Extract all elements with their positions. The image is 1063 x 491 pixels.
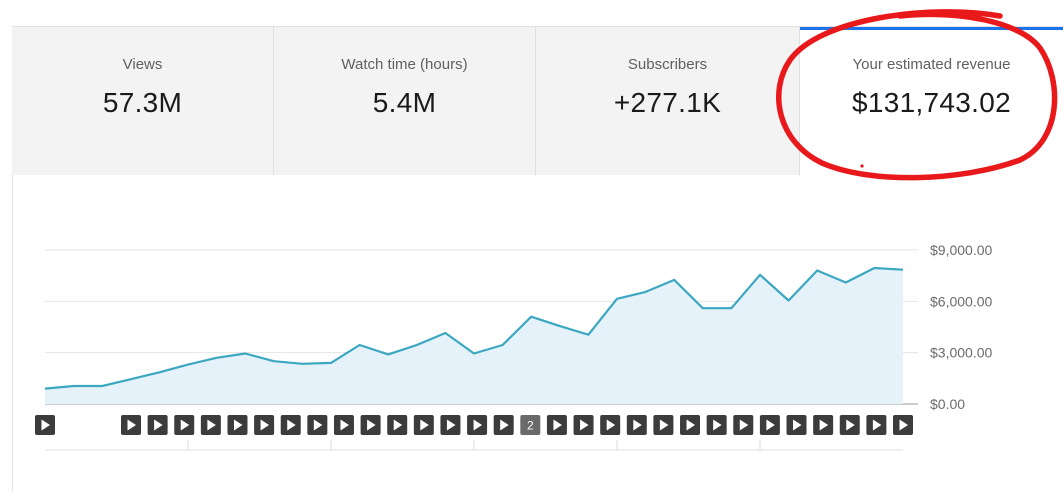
video-play-marker[interactable] [227, 415, 248, 435]
play-icon [233, 419, 243, 431]
marker-button-bg [520, 415, 541, 435]
video-count-marker[interactable]: 2 [520, 415, 541, 435]
play-icon [340, 419, 349, 431]
play-icon [154, 419, 163, 431]
y-tick-label: $6,000.00 [930, 293, 992, 309]
play-icon [846, 419, 855, 431]
play-icon [739, 419, 749, 431]
tab-subscribers[interactable]: Subscribers +277.1K [536, 27, 800, 175]
x-axis [45, 440, 903, 451]
y-axis-ticks: $9,000.00 $6,000.00 $3,000.00 $0.00 [930, 242, 992, 412]
play-icon [41, 419, 50, 431]
tab-revenue-label: Your estimated revenue [852, 56, 1011, 73]
selected-tab-indicator [800, 27, 1063, 30]
video-play-marker[interactable] [200, 415, 221, 435]
tab-watch-time-value: 5.4M [372, 87, 437, 118]
video-play-marker[interactable] [866, 415, 887, 435]
video-play-marker[interactable] [333, 415, 354, 435]
play-icon [207, 419, 216, 431]
video-play-marker[interactable] [893, 415, 913, 435]
y-tick-label: $3,000.00 [930, 345, 992, 361]
tab-subscribers-value: +277.1K [613, 87, 722, 118]
video-play-marker[interactable] [174, 415, 195, 435]
video-marker-row: 2 [35, 415, 913, 435]
play-icon [127, 419, 136, 431]
tab-views[interactable]: Views 57.3M [12, 27, 274, 175]
video-play-marker[interactable] [35, 415, 55, 435]
play-icon [553, 419, 562, 431]
play-icon [766, 419, 775, 431]
video-play-marker[interactable] [573, 415, 594, 435]
y-tick-label: $0.00 [930, 396, 965, 412]
play-icon [393, 419, 403, 431]
play-icon [313, 419, 323, 431]
video-play-marker[interactable] [706, 415, 727, 435]
tab-revenue-value: $131,743.02 [851, 87, 1011, 118]
annotation-circle [775, 9, 1058, 181]
play-icon [287, 419, 296, 431]
play-icon [872, 419, 882, 431]
video-play-marker[interactable] [121, 415, 141, 435]
video-play-marker[interactable] [813, 415, 834, 435]
play-icon [633, 419, 642, 431]
video-play-marker[interactable] [413, 415, 434, 435]
annotation-dot [860, 164, 864, 168]
video-play-marker[interactable] [147, 415, 168, 435]
video-play-marker[interactable] [467, 415, 488, 435]
video-play-marker[interactable] [733, 415, 754, 435]
play-icon [420, 419, 429, 431]
play-icon [446, 419, 456, 431]
video-play-marker[interactable] [653, 415, 674, 435]
play-icon [899, 419, 908, 431]
tab-subscribers-label: Subscribers [627, 56, 708, 73]
revenue-area [45, 268, 903, 404]
play-icon [367, 419, 376, 431]
play-icon [260, 419, 270, 431]
play-icon [500, 419, 509, 431]
video-play-marker[interactable] [254, 415, 275, 435]
video-play-marker[interactable] [280, 415, 301, 435]
data-points [44, 267, 904, 389]
video-play-marker[interactable] [360, 415, 381, 435]
play-icon [580, 419, 589, 431]
video-play-marker[interactable] [307, 415, 328, 435]
video-play-marker[interactable] [440, 415, 461, 435]
tab-watch-time[interactable]: Watch time (hours) 5.4M [274, 27, 536, 175]
video-play-marker[interactable] [680, 415, 701, 435]
y-tick-label: $9,000.00 [930, 242, 992, 258]
play-icon [606, 419, 616, 431]
video-play-marker[interactable] [600, 415, 621, 435]
revenue-line [44, 266, 904, 390]
tab-estimated-revenue[interactable]: Your estimated revenue $131,743.02 [800, 27, 1063, 175]
video-play-marker[interactable] [759, 415, 780, 435]
play-icon [659, 419, 669, 431]
play-icon [180, 419, 190, 431]
marker-count-label: 2 [527, 419, 534, 433]
video-play-marker[interactable] [786, 415, 807, 435]
tab-views-value: 57.3M [102, 87, 183, 118]
video-play-marker[interactable] [839, 415, 860, 435]
video-play-marker[interactable] [493, 415, 514, 435]
tab-watch-time-label: Watch time (hours) [341, 56, 468, 73]
video-play-marker[interactable] [626, 415, 647, 435]
play-icon [713, 419, 722, 431]
video-play-marker[interactable] [546, 415, 567, 435]
tab-views-label: Views [122, 56, 163, 73]
play-icon [473, 419, 483, 431]
play-icon [793, 419, 802, 431]
play-icon [819, 419, 829, 431]
video-play-marker[interactable] [387, 415, 408, 435]
play-icon [686, 419, 696, 431]
